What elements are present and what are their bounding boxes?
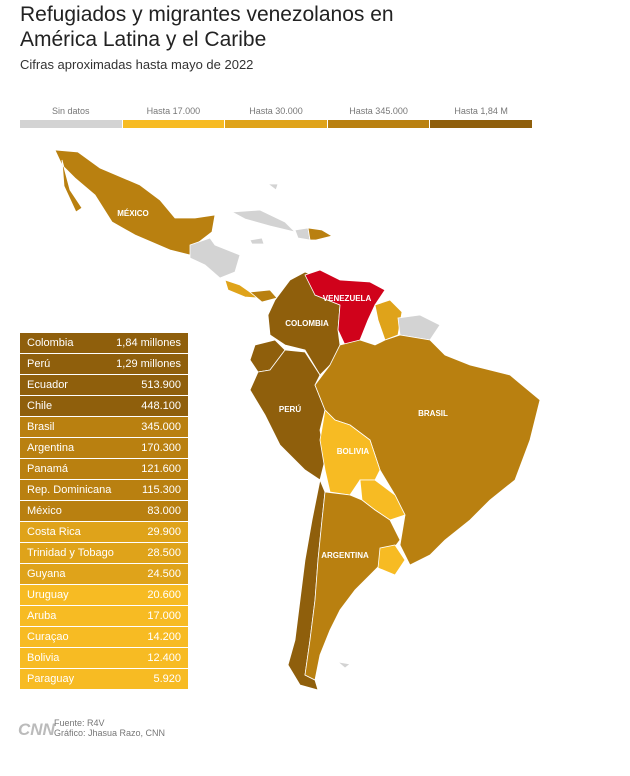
map: MÉXICO VENEZUELA COLOMBIA PERÚ BRASIL BOLIVIA… <box>54 149 541 691</box>
table-row: Ecuador 513.900 <box>20 375 188 395</box>
count: 5.920 <box>153 673 181 685</box>
count: 12.400 <box>147 652 181 664</box>
table-row: Argentina 170.300 <box>20 438 188 458</box>
peru <box>249 349 326 481</box>
table-row: Bolivia 12.400 <box>20 648 188 668</box>
count: 28.500 <box>147 547 181 559</box>
legend-item: Hasta 1,84 M <box>430 106 532 128</box>
legend-item: Hasta 30.000 <box>225 106 327 128</box>
logo: CNN <box>18 720 55 739</box>
count: 513.900 <box>141 379 181 391</box>
argentina <box>304 491 401 681</box>
country: Colombia <box>27 337 74 349</box>
title: Refugiados y migrantes venezolanos en Am… <box>20 3 394 51</box>
legend-item: Sin datos <box>20 106 122 128</box>
count: 24.500 <box>147 568 181 580</box>
country: Trinidad y Tobago <box>27 547 114 559</box>
country: Guyana <box>27 568 66 580</box>
guianas <box>397 314 441 341</box>
country: Argentina <box>27 442 75 454</box>
table-row: Chile 448.100 <box>20 396 188 416</box>
table-row: México 83.000 <box>20 501 188 521</box>
count: 83.000 <box>147 505 181 517</box>
caribbean <box>230 183 297 245</box>
falklands <box>336 661 351 669</box>
country: Uruguay <box>27 589 69 601</box>
table-row: Guyana 24.500 <box>20 564 188 584</box>
legend-swatch <box>20 120 122 128</box>
count: 17.000 <box>147 610 181 622</box>
country: Costa Rica <box>27 526 81 538</box>
count: 170.300 <box>141 442 181 454</box>
country: Perú <box>27 358 51 370</box>
country: Aruba <box>27 610 57 622</box>
central-america <box>189 237 241 279</box>
uruguay <box>377 544 406 576</box>
legend-swatch <box>327 120 430 128</box>
count: 345.000 <box>141 421 181 433</box>
source: Fuente: R4V <box>54 718 105 728</box>
table-row: Uruguay 20.600 <box>20 585 188 605</box>
count: 1,84 millones <box>116 337 181 349</box>
table-row: Trinidad y Tobago 28.500 <box>20 543 188 563</box>
dominican-republic <box>307 227 334 241</box>
footer: Fuente: R4V Gráfico: Jhasua Razo, CNN <box>54 718 165 738</box>
country: México <box>27 505 62 517</box>
map-label: PERÚ <box>279 405 301 414</box>
country: Panamá <box>27 463 68 475</box>
map-label: COLOMBIA <box>285 319 329 328</box>
map-label: VENEZUELA <box>323 294 372 303</box>
legend-swatch <box>225 120 327 128</box>
legend-label: Hasta 1,84 M <box>454 106 508 116</box>
legend-swatch <box>122 120 225 128</box>
table-row: Costa Rica 29.900 <box>20 522 188 542</box>
subtitle: Cifras aproximadas hasta mayo de 2022 <box>20 57 254 72</box>
country: Brasil <box>27 421 55 433</box>
legend-item: Hasta 17.000 <box>122 106 225 128</box>
count: 29.900 <box>147 526 181 538</box>
table-row: Colombia 1,84 millones <box>20 333 188 353</box>
table-row: Aruba 17.000 <box>20 606 188 626</box>
table-row: Paraguay 5.920 <box>20 669 188 689</box>
count: 14.200 <box>147 631 181 643</box>
table-row: Brasil 345.000 <box>20 417 188 437</box>
venezuela <box>304 269 386 346</box>
legend-label: Sin datos <box>52 106 90 116</box>
guyana <box>374 299 403 341</box>
legend-label: Hasta 345.000 <box>349 106 408 116</box>
count: 121.600 <box>141 463 181 475</box>
map-label: ARGENTINA <box>321 551 369 560</box>
country: Ecuador <box>27 379 68 391</box>
count: 115.300 <box>142 484 181 496</box>
legend: Sin datos Hasta 17.000 Hasta 30.000 Hasta 3… <box>20 106 532 128</box>
legend-item: Hasta 345.000 <box>327 106 430 128</box>
country: Curaçao <box>27 631 69 643</box>
mexico <box>54 149 216 256</box>
country: Chile <box>27 400 53 412</box>
country: Rep. Dominicana <box>27 484 112 496</box>
table-row: Curaçao 14.200 <box>20 627 188 647</box>
haiti <box>294 227 311 241</box>
legend-label: Hasta 17.000 <box>146 106 201 116</box>
count: 448.100 <box>141 400 181 412</box>
table-row: Perú 1,29 millones <box>20 354 188 374</box>
map-label: MÉXICO <box>117 209 149 218</box>
count: 20.600 <box>147 589 181 601</box>
map-label: BRASIL <box>418 409 448 418</box>
country: Bolivia <box>27 652 60 664</box>
credit: Gráfico: Jhasua Razo, CNN <box>54 728 166 738</box>
country: Paraguay <box>27 673 75 685</box>
costa-rica <box>224 279 260 299</box>
data-table: Colombia 1,84 millones Perú 1,29 millones Ec… <box>20 333 188 690</box>
count: 1,29 millones <box>116 358 181 370</box>
table-row: Panamá 121.600 <box>20 459 188 479</box>
legend-label: Hasta 30.000 <box>249 106 303 116</box>
table-row: Rep. Dominicana 115.300 <box>20 480 188 500</box>
legend-swatch <box>430 120 532 128</box>
map-label: BOLIVIA <box>337 447 370 456</box>
